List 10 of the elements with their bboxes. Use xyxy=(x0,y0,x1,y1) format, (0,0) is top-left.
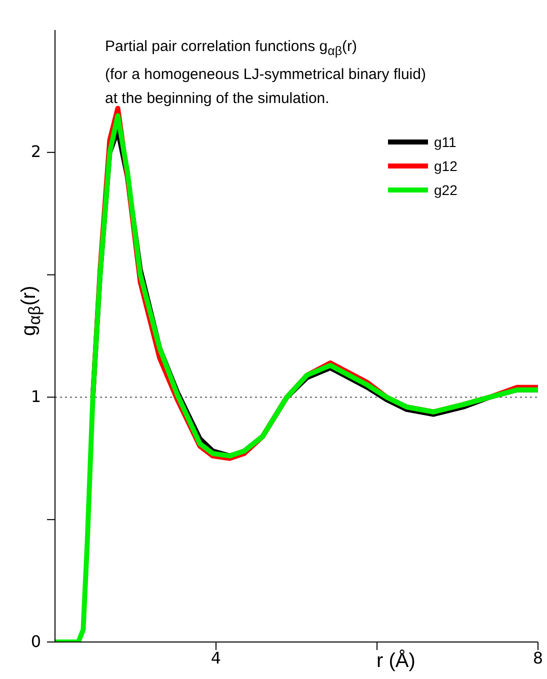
text: Partial pair correlation functions g$_{αβ}$(r) (for a homogeneous LJ-symmetrical binary fluid) at the beginning of the simulation. xyxy=(105,37,426,109)
x-axis-title: r (Å) xyxy=(376,650,416,673)
y-tick-label: 2 xyxy=(30,142,41,162)
legend-label: g12 xyxy=(434,158,458,174)
legend-label: g22 xyxy=(434,182,458,198)
x-tick-label: 4 xyxy=(210,648,222,668)
legend-label: g11 xyxy=(434,134,456,150)
y-tick-label: 1 xyxy=(30,387,41,408)
y-tick-label: 0 xyxy=(30,632,41,652)
x-tick-label: 8 xyxy=(532,648,544,668)
